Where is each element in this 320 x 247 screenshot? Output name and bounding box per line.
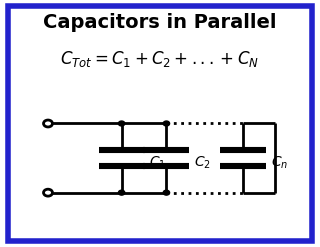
Text: $C_{Tot} = C_1 + C_2 + ...+C_N$: $C_{Tot} = C_1 + C_2 + ...+C_N$ [60, 49, 260, 69]
Text: Capacitors in Parallel: Capacitors in Parallel [43, 13, 277, 32]
Text: $C_2$: $C_2$ [194, 155, 211, 171]
Circle shape [118, 190, 125, 195]
FancyBboxPatch shape [8, 6, 312, 241]
Circle shape [44, 120, 52, 127]
Circle shape [163, 121, 170, 126]
Text: $C_1$: $C_1$ [149, 155, 166, 171]
Circle shape [118, 121, 125, 126]
Text: $C_n$: $C_n$ [271, 155, 288, 171]
Circle shape [44, 189, 52, 196]
Circle shape [163, 190, 170, 195]
